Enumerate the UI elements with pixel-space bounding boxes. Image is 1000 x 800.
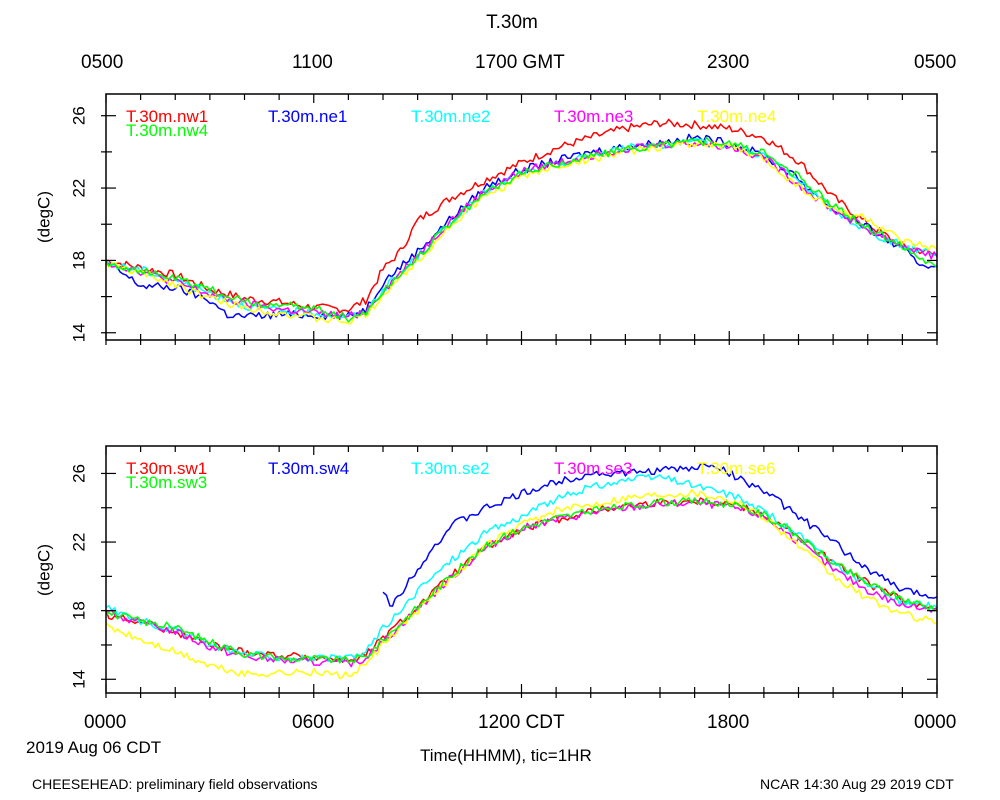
cdt-tick-label: 1800 — [707, 712, 750, 733]
legend-entry: T.30m.sw4 — [268, 459, 349, 478]
legend-entry: T.30m.ne4 — [697, 107, 776, 126]
legend-entry: T.30m.ne3 — [554, 107, 633, 126]
gmt-tick-label: 2300 — [707, 52, 750, 73]
y-axis-label: (degC) — [34, 191, 53, 243]
chart-title: T.30m — [486, 12, 538, 33]
y-tick-label: 22 — [69, 179, 88, 198]
y-tick-label: 14 — [69, 323, 88, 342]
top-axis-ticks — [101, 94, 938, 345]
y-tick-label: 26 — [69, 464, 88, 483]
series-line-T.30m.ne4 — [105, 139, 938, 325]
legend-entry: T.30m.ne2 — [411, 107, 490, 126]
bottom-series-layer — [105, 462, 938, 680]
footer-left: CHEESEHEAD: preliminary field observatio… — [32, 776, 318, 792]
series-line-T.30m.sw3 — [105, 497, 938, 664]
cdt-tick-label: 1200 CDT — [478, 712, 565, 733]
series-line-T.30m.se6 — [105, 488, 938, 680]
legend-entry: T.30m.se3 — [554, 459, 632, 478]
cdt-tick-label: 0600 — [292, 712, 335, 733]
series-line-T.30m.ne2 — [105, 138, 938, 319]
top-series-layer — [105, 118, 938, 325]
legend-entry: T.30m.nw1 — [126, 107, 208, 126]
x-axis-label: Time(HHMM), tic=1HR — [420, 746, 592, 765]
series-line-T.30m.se2 — [105, 474, 938, 663]
cdt-tick-label: 0000 — [84, 712, 127, 733]
y-tick-label: 18 — [69, 251, 88, 270]
top-plot-frame — [105, 93, 938, 341]
bottom-plot-frame — [105, 445, 938, 694]
gmt-tick-label: 0500 — [81, 52, 124, 73]
series-line-T.30m.nw4 — [105, 136, 938, 323]
legend-entry: T.30m.se2 — [411, 459, 489, 478]
y-axis-label: (degC) — [34, 544, 53, 596]
legend-entry: T.30m.nw4 — [126, 121, 208, 140]
gmt-tick-label: 1700 GMT — [475, 52, 565, 73]
footer-right: NCAR 14:30 Aug 29 2019 CDT — [760, 776, 954, 792]
series-line-T.30m.nw1 — [106, 118, 938, 314]
cdt-tick-label: 0000 — [914, 712, 957, 733]
y-tick-label: 18 — [69, 601, 88, 620]
date-label: 2019 Aug 06 CDT — [26, 738, 162, 757]
gmt-tick-label: 1100 — [292, 52, 333, 73]
y-tick-label: 22 — [69, 533, 88, 552]
legend-entry: T.30m.se6 — [697, 459, 775, 478]
top-legend: T.30m.nw1 T.30m.ne1 T.30m.ne2 T.30m.ne3 T.30… — [126, 107, 776, 140]
bottom-legend: T.30m.sw1 T.30m.sw4 T.30m.se2 T.30m.se3 T.30… — [126, 459, 775, 492]
y-tick-label: 14 — [69, 670, 88, 689]
bottom-axis-ticks — [101, 446, 938, 698]
legend-entry: T.30m.sw3 — [126, 473, 207, 492]
series-line-T.30m.sw4 — [382, 462, 938, 607]
y-tick-label: 26 — [69, 106, 88, 125]
gmt-tick-label: 0500 — [914, 52, 957, 73]
series-line-T.30m.se3 — [105, 499, 938, 668]
legend-entry: T.30m.sw1 — [126, 459, 207, 478]
legend-entry: T.30m.ne1 — [268, 107, 347, 126]
